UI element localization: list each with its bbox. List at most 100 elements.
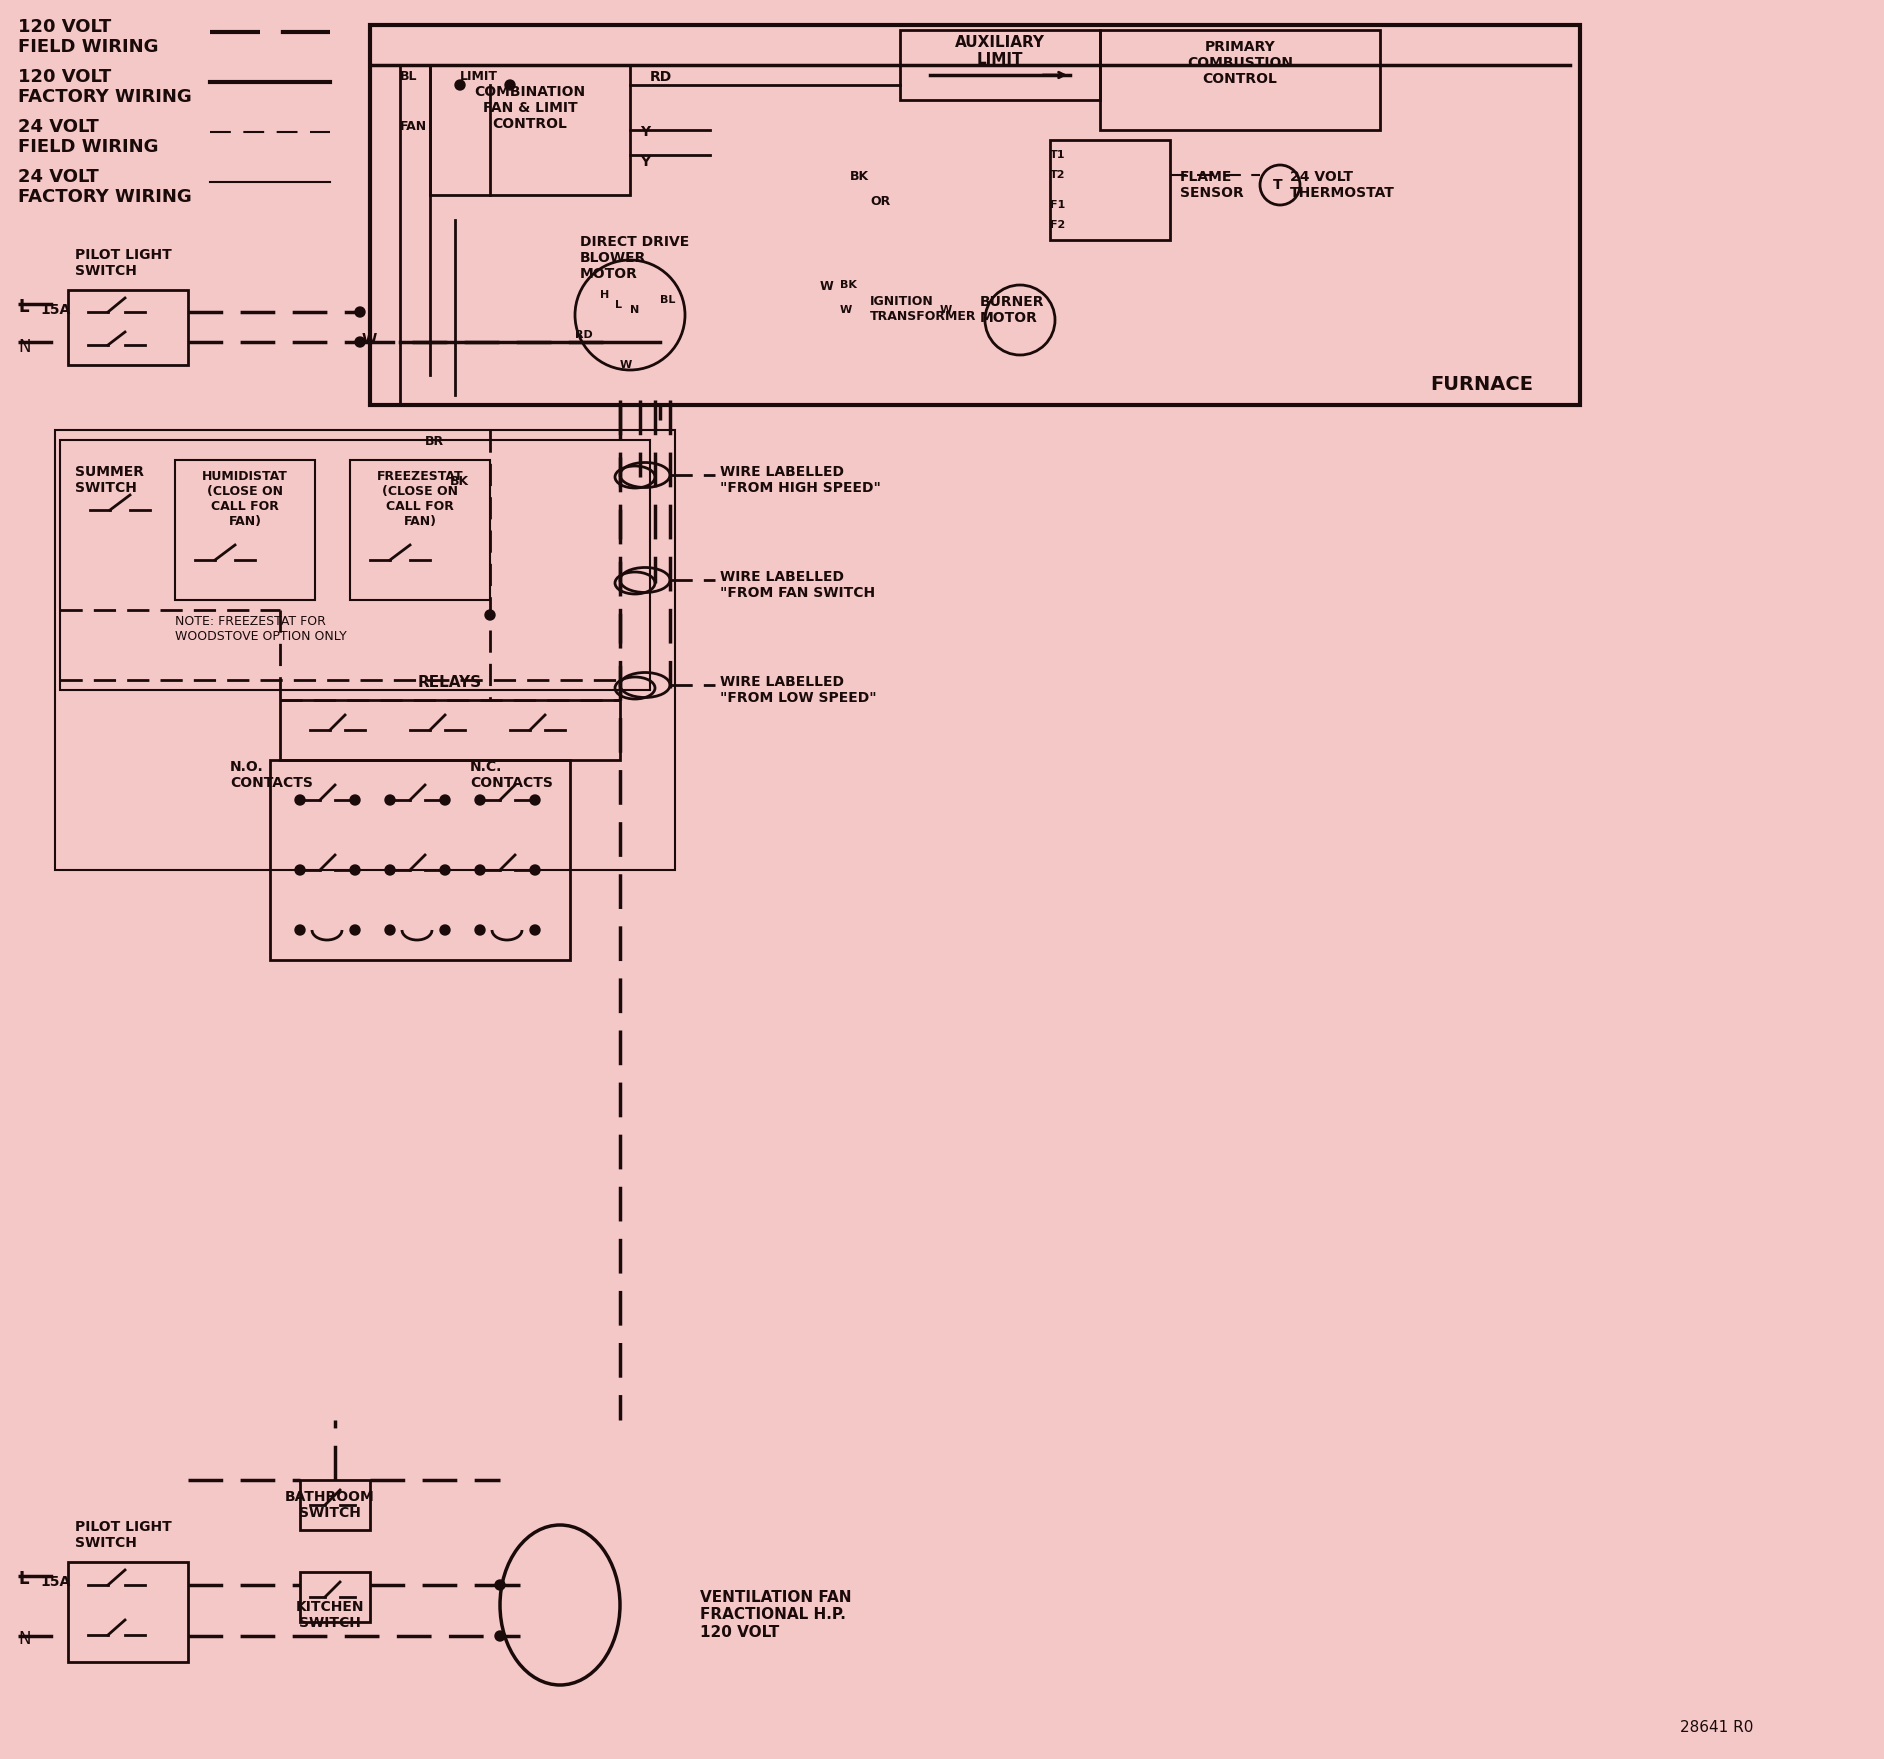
Text: BK: BK: [450, 475, 469, 487]
Text: T: T: [1274, 178, 1283, 192]
Text: FREEZESTAT
(CLOSE ON
CALL FOR
FAN): FREEZESTAT (CLOSE ON CALL FOR FAN): [377, 470, 463, 528]
Circle shape: [484, 610, 495, 619]
Text: PILOT LIGHT
SWITCH: PILOT LIGHT SWITCH: [75, 1520, 171, 1550]
Circle shape: [350, 865, 360, 874]
Text: F1: F1: [1049, 201, 1064, 209]
Text: LIMIT: LIMIT: [460, 70, 497, 83]
Text: FLAME
SENSOR: FLAME SENSOR: [1179, 171, 1243, 201]
Text: OR: OR: [870, 195, 891, 208]
Text: W: W: [840, 304, 852, 315]
Text: W: W: [362, 332, 377, 347]
Text: H: H: [599, 290, 609, 301]
Bar: [1100, 30, 1379, 130]
Text: N: N: [19, 1631, 30, 1648]
Text: N.C.
CONTACTS: N.C. CONTACTS: [469, 760, 552, 790]
Circle shape: [384, 795, 396, 806]
Bar: [269, 760, 571, 960]
Text: 24 VOLT
THERMOSTAT: 24 VOLT THERMOSTAT: [1291, 171, 1394, 201]
Text: KITCHEN
SWITCH: KITCHEN SWITCH: [296, 1601, 364, 1631]
Text: BURNER
MOTOR: BURNER MOTOR: [980, 296, 1044, 325]
Text: Y: Y: [641, 155, 650, 169]
Circle shape: [475, 925, 484, 936]
Text: L: L: [19, 297, 28, 317]
Circle shape: [441, 925, 450, 936]
Text: BATHROOM
SWITCH: BATHROOM SWITCH: [284, 1490, 375, 1520]
Text: BR: BR: [426, 434, 445, 449]
Circle shape: [384, 865, 396, 874]
Text: FACTORY WIRING: FACTORY WIRING: [19, 88, 192, 106]
Text: AUXILIARY
LIMIT: AUXILIARY LIMIT: [955, 35, 1046, 67]
Text: RD: RD: [575, 331, 593, 339]
Text: WIRE LABELLED
"FROM FAN SWITCH: WIRE LABELLED "FROM FAN SWITCH: [720, 570, 876, 600]
Circle shape: [296, 795, 305, 806]
Text: BL: BL: [659, 296, 674, 304]
Circle shape: [529, 865, 541, 874]
Text: FIELD WIRING: FIELD WIRING: [19, 39, 158, 56]
Text: BK: BK: [840, 280, 857, 290]
Text: WIRE LABELLED
"FROM LOW SPEED": WIRE LABELLED "FROM LOW SPEED": [720, 675, 876, 705]
Text: DIRECT DRIVE
BLOWER
MOTOR: DIRECT DRIVE BLOWER MOTOR: [580, 236, 690, 281]
Text: 24 VOLT: 24 VOLT: [19, 118, 98, 135]
Bar: [55, 429, 674, 871]
Text: N.O.
CONTACTS: N.O. CONTACTS: [230, 760, 313, 790]
Text: N: N: [629, 304, 639, 315]
Circle shape: [495, 1631, 505, 1641]
Circle shape: [384, 925, 396, 936]
Bar: [369, 25, 1581, 405]
Text: F2: F2: [1049, 220, 1064, 230]
Text: COMBINATION
FAN & LIMIT
CONTROL: COMBINATION FAN & LIMIT CONTROL: [475, 84, 586, 132]
Circle shape: [495, 1580, 505, 1590]
Circle shape: [350, 795, 360, 806]
Text: WIRE LABELLED
"FROM HIGH SPEED": WIRE LABELLED "FROM HIGH SPEED": [720, 464, 882, 496]
Text: BK: BK: [850, 171, 869, 183]
Circle shape: [441, 865, 450, 874]
Text: W: W: [940, 304, 951, 315]
Circle shape: [354, 338, 365, 347]
Text: 24 VOLT: 24 VOLT: [19, 169, 98, 186]
Text: FACTORY WIRING: FACTORY WIRING: [19, 188, 192, 206]
Bar: [68, 1562, 188, 1662]
Circle shape: [296, 925, 305, 936]
Text: BL: BL: [399, 70, 418, 83]
Text: PILOT LIGHT
SWITCH: PILOT LIGHT SWITCH: [75, 248, 171, 278]
Bar: [1049, 141, 1170, 239]
Bar: [300, 1479, 369, 1530]
Text: RELAYS: RELAYS: [418, 675, 482, 690]
Text: 120 VOLT: 120 VOLT: [19, 18, 111, 35]
Text: FIELD WIRING: FIELD WIRING: [19, 137, 158, 157]
Text: N: N: [19, 338, 30, 355]
Circle shape: [456, 79, 465, 90]
Text: VENTILATION FAN
FRACTIONAL H.P.
120 VOLT: VENTILATION FAN FRACTIONAL H.P. 120 VOLT: [701, 1590, 852, 1639]
Text: FURNACE: FURNACE: [1430, 375, 1534, 394]
Bar: [68, 290, 188, 366]
Circle shape: [296, 865, 305, 874]
Text: PRIMARY
COMBUSTION
CONTROL: PRIMARY COMBUSTION CONTROL: [1187, 40, 1292, 86]
Text: T2: T2: [1049, 171, 1066, 179]
Text: IGNITION
TRANSFORMER: IGNITION TRANSFORMER: [870, 296, 976, 324]
Text: SUMMER
SWITCH: SUMMER SWITCH: [75, 464, 143, 496]
Text: FAN: FAN: [399, 120, 428, 134]
Bar: [901, 30, 1100, 100]
Circle shape: [354, 308, 365, 317]
Bar: [350, 461, 490, 600]
Text: T1: T1: [1049, 150, 1066, 160]
Text: 15A: 15A: [40, 303, 70, 317]
Circle shape: [475, 795, 484, 806]
Circle shape: [505, 79, 514, 90]
Bar: [281, 700, 620, 760]
Text: 120 VOLT: 120 VOLT: [19, 69, 111, 86]
Text: W: W: [620, 361, 633, 369]
Circle shape: [475, 865, 484, 874]
Text: Y: Y: [641, 125, 650, 139]
Bar: [175, 461, 315, 600]
Text: W: W: [820, 280, 835, 294]
Text: L: L: [614, 301, 622, 310]
Bar: [60, 440, 650, 690]
Bar: [430, 65, 629, 195]
Text: L: L: [19, 1571, 28, 1588]
Text: RD: RD: [650, 70, 673, 84]
Text: 28641 R0: 28641 R0: [1681, 1720, 1754, 1734]
Circle shape: [350, 925, 360, 936]
Bar: [300, 1573, 369, 1622]
Text: HUMIDISTAT
(CLOSE ON
CALL FOR
FAN): HUMIDISTAT (CLOSE ON CALL FOR FAN): [202, 470, 288, 528]
